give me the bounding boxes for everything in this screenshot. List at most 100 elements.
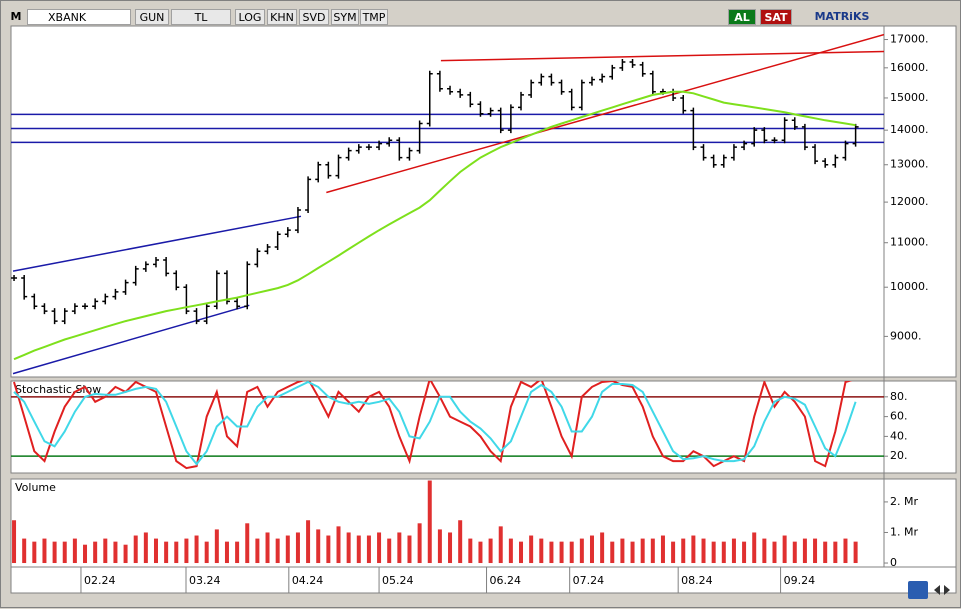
price-bar: [639, 61, 646, 77]
symbol-box[interactable]: XBANK: [27, 9, 131, 25]
price-bar: [386, 137, 393, 147]
price-bar: [730, 144, 737, 161]
scroll-buttons[interactable]: [934, 585, 950, 595]
buy-button[interactable]: AL: [728, 9, 756, 25]
volume-bar: [721, 541, 726, 564]
volume-bar: [285, 535, 290, 564]
price-bar: [416, 120, 423, 154]
price-bar: [497, 107, 504, 134]
price-bar: [751, 127, 758, 147]
price-bar: [487, 107, 494, 117]
y-tick-label: 1. Mr: [890, 525, 918, 538]
volume-bar: [103, 538, 108, 564]
volume-bar: [326, 535, 331, 564]
volume-bar: [255, 538, 260, 564]
volume-bar: [681, 538, 686, 564]
trendline: [12, 304, 250, 375]
tmp-button[interactable]: TMP: [360, 9, 388, 25]
price-bar: [254, 248, 261, 268]
price-bar: [629, 59, 636, 68]
price-bar: [741, 140, 748, 151]
time-axis: [10, 566, 957, 594]
period-button[interactable]: GUN: [135, 9, 169, 25]
price-bar: [436, 70, 443, 92]
price-bar: [284, 227, 291, 238]
price-bar: [710, 154, 717, 168]
y-tick-label: 16000.: [890, 61, 929, 74]
y-tick-label: 10000.: [890, 280, 929, 293]
series-line: [13, 381, 853, 470]
price-bar: [31, 293, 38, 310]
volume-bar: [823, 541, 828, 564]
volume-bar: [508, 538, 513, 564]
plot-area: [11, 33, 884, 375]
series-line: [13, 90, 856, 361]
volume-bar: [245, 523, 250, 564]
volume-bar: [539, 538, 544, 564]
volume-bar: [214, 529, 219, 564]
volume-bar: [93, 541, 98, 564]
x-tick-label: 02.24: [84, 574, 116, 587]
menu-letter[interactable]: M: [9, 9, 23, 25]
y-tick-label: 15000.: [890, 91, 929, 104]
price-bar: [842, 140, 849, 161]
price-bar: [599, 73, 606, 83]
price-bar: [376, 140, 383, 151]
refresh-button[interactable]: [908, 581, 928, 599]
volume-bar: [458, 520, 463, 564]
x-tick-label: 03.24: [189, 574, 221, 587]
price-bar: [163, 257, 170, 277]
plot-area: [11, 381, 884, 470]
volume-bar: [742, 541, 747, 564]
log-button[interactable]: LOG: [235, 9, 265, 25]
volume-bar: [569, 541, 574, 564]
price-bar: [518, 91, 525, 111]
volume-bar: [559, 541, 564, 564]
volume-bar: [853, 541, 858, 564]
currency-button[interactable]: TL: [171, 9, 231, 25]
volume-bar: [671, 541, 676, 564]
volume-bar: [12, 520, 17, 564]
volume-bar: [802, 538, 807, 564]
price-bar: [183, 284, 190, 315]
price-bar: [294, 206, 301, 234]
trendline: [12, 215, 302, 272]
price-bar: [426, 70, 433, 127]
price-bar: [761, 127, 768, 144]
brand: MATRiKS: [797, 9, 887, 25]
sell-button[interactable]: SAT: [760, 9, 792, 25]
x-tick-label: 08.24: [681, 574, 713, 587]
volume-bar: [164, 541, 169, 564]
x-tick-label: 09.24: [784, 574, 816, 587]
volume-bar: [549, 541, 554, 564]
series-line: [13, 381, 857, 466]
volume-bar: [701, 538, 706, 564]
price-bar: [791, 117, 798, 130]
volume-bar: [32, 541, 37, 564]
price-bar: [152, 257, 159, 268]
khn-button[interactable]: KHN: [267, 9, 297, 25]
volume-bar: [184, 538, 189, 564]
x-tick-label: 06.24: [490, 574, 522, 587]
trendline: [326, 33, 884, 194]
volume-bar: [52, 541, 57, 564]
price-bar: [21, 274, 28, 300]
volume-bar: [813, 538, 818, 564]
price-bar: [51, 308, 58, 325]
volume-bar: [711, 541, 716, 564]
volume-bar: [448, 532, 453, 564]
price-panel: [10, 25, 957, 378]
price-bar: [700, 144, 707, 161]
volume-bar: [275, 538, 280, 564]
price-bar: [264, 243, 271, 255]
volume-bar: [153, 538, 158, 564]
price-bar: [447, 85, 454, 95]
svd-button[interactable]: SVD: [299, 9, 329, 25]
volume-bar: [498, 526, 503, 564]
volume-bar: [620, 538, 625, 564]
price-bar: [457, 88, 464, 98]
sym-button[interactable]: SYM: [331, 9, 359, 25]
price-bar: [305, 176, 312, 213]
price-bar: [112, 288, 119, 300]
volume-bar: [529, 535, 534, 564]
